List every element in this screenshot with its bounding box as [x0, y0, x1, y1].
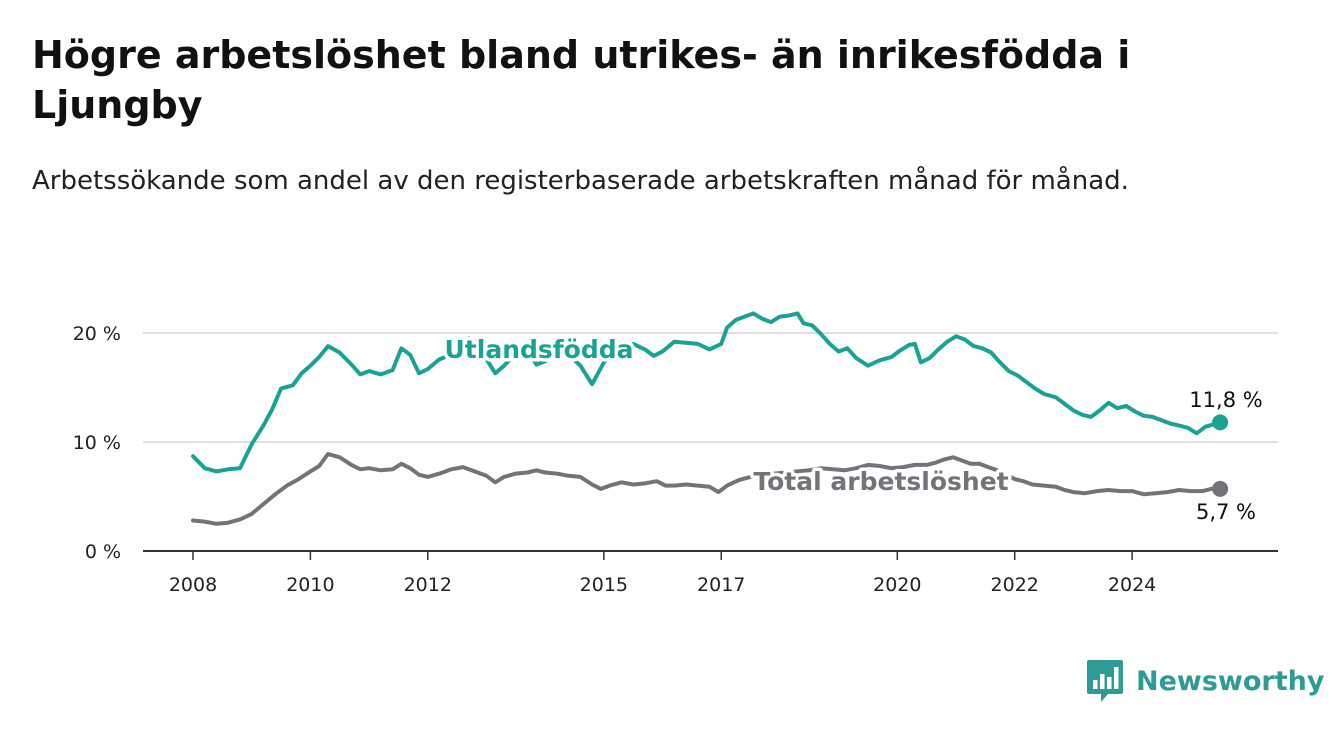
y-axis-ticks: 0 % 10 % 20 %: [73, 323, 121, 563]
series-labels: Utlandsfödda Total arbetslöshet 11,8 % 5,7 …: [441, 332, 1263, 525]
series-line-1: [191, 452, 1223, 526]
series-line-0: [191, 311, 1223, 474]
x-tick-label: 2010: [286, 574, 334, 596]
y-tick-label: 10 %: [73, 432, 121, 454]
x-tick-label: 2017: [697, 574, 745, 596]
chart-title: Högre arbetslöshet bland utrikes- än inr…: [32, 33, 1131, 127]
end-value-label-0: 11,8 %: [1189, 388, 1262, 412]
series-name-label-1: Total arbetslöshet: [753, 467, 1008, 496]
x-tick-label: 2008: [169, 574, 217, 596]
newsworthy-logo: Newsworthy: [1086, 658, 1324, 704]
logo-text: Newsworthy: [1136, 665, 1325, 697]
series-name-label-0: Utlandsfödda: [445, 335, 634, 364]
y-tick-label: 20 %: [73, 323, 121, 345]
chart-subtitle: Arbetssökande som andel av den registerb…: [32, 166, 1129, 196]
x-tick-label: 2022: [991, 574, 1039, 596]
end-point-1: [1212, 480, 1229, 497]
x-tick-label: 2012: [404, 574, 452, 596]
y-tick-label: 0 %: [85, 541, 121, 563]
bar-chart-speech-bubble-icon: [1087, 660, 1123, 702]
x-tick-label: 2015: [580, 574, 628, 596]
x-tick-label: 2020: [873, 574, 921, 596]
end-point-0: [1212, 414, 1229, 431]
x-axis-ticks: 2008 2010 2012 2015 2017 2020 2022 2024: [169, 551, 1156, 596]
series-lines: [191, 311, 1229, 526]
gridlines: [143, 332, 1278, 552]
end-value-label-1: 5,7 %: [1196, 500, 1256, 524]
x-tick-label: 2024: [1108, 574, 1156, 596]
